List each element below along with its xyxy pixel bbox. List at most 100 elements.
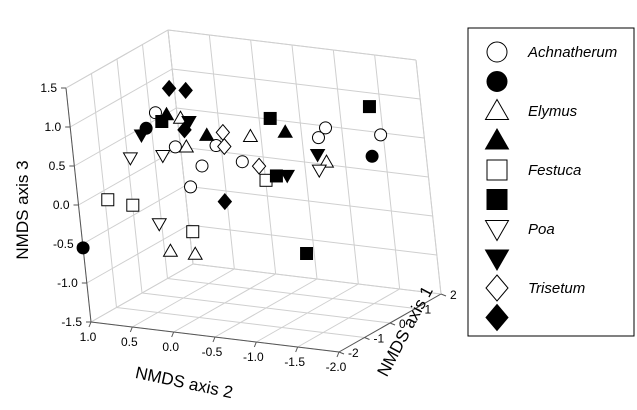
- data-point-diamond-filled: [161, 79, 177, 97]
- x-tick-label: 2: [450, 288, 457, 302]
- data-point-triangle-down-filled: [309, 149, 326, 163]
- z-tick-label: 0.5: [49, 159, 66, 173]
- x-tick-label: -2: [348, 346, 359, 360]
- gridline-y-back: [291, 44, 318, 280]
- data-point-triangle-down-filled: [133, 129, 150, 144]
- y-tick-label: -1.5: [284, 355, 305, 369]
- data-point-diamond-open: [251, 157, 267, 175]
- data-point-triangle-up-open: [318, 154, 335, 168]
- legend-marker-triangle-down-open: [484, 220, 510, 242]
- legend-marker-square-open: [486, 159, 508, 181]
- data-point-triangle-up-open: [187, 246, 203, 260]
- data-point-square-filled: [362, 100, 376, 114]
- data-point-triangle-up-open: [162, 243, 179, 257]
- z-tick-label: -1.5: [61, 315, 82, 329]
- data-point-circle-open: [235, 155, 249, 169]
- y-tick-mark: [295, 346, 299, 353]
- data-point-circle-open: [311, 131, 325, 145]
- data-point-square-filled: [300, 247, 314, 260]
- y-tick-label: 0.5: [121, 335, 138, 349]
- data-point-circle-open: [184, 180, 198, 194]
- z-tick-label: 1.0: [44, 120, 61, 134]
- legend-label: Achnatherum: [527, 44, 617, 61]
- data-point-square-filled: [269, 169, 283, 183]
- y-tick-mark: [212, 336, 216, 343]
- z-tick-label: -1.0: [57, 276, 78, 290]
- legend-label: Elymus: [528, 103, 578, 120]
- data-point-square-filled: [155, 115, 169, 128]
- y-tick-mark: [129, 326, 133, 333]
- y-tick-label: 0.0: [162, 340, 179, 354]
- legend: Achnatherum Elymus Festuca Poa Trisetum: [467, 27, 635, 337]
- gridline-x-side: [142, 44, 168, 279]
- frame-edge-top-side: [65, 29, 169, 89]
- data-point-square-open: [101, 193, 115, 207]
- z-tick-label: 1.5: [40, 81, 57, 95]
- gridline-x-floor: [116, 307, 365, 338]
- data-point-triangle-down-filled: [279, 169, 295, 184]
- legend-label: Trisetum: [528, 280, 585, 297]
- legend-marker-triangle-up-open: [484, 98, 510, 120]
- gridline-x-floor: [167, 278, 416, 309]
- data-point-triangle-down-open: [122, 152, 139, 166]
- legend-marker-triangle-down-filled: [484, 249, 510, 272]
- legend-marker-diamond-open: [485, 274, 509, 302]
- gridline-x-side: [116, 58, 143, 294]
- legend-label: Festuca: [528, 162, 581, 179]
- data-point-diamond-filled: [217, 193, 233, 211]
- x-tick-label: -1: [374, 332, 385, 346]
- data-point-circle-open: [374, 128, 388, 142]
- x-tick-label: 1: [425, 303, 432, 317]
- legend-marker-square-filled: [486, 189, 508, 210]
- gridline-x-floor: [192, 263, 442, 295]
- legend-marker-triangle-up-filled: [484, 127, 510, 150]
- y-axis-title: NMDS axis 2: [134, 363, 235, 402]
- y-tick-mark: [253, 341, 257, 348]
- x-tick-mark: [440, 293, 447, 297]
- data-point-triangle-up-open: [178, 138, 195, 153]
- x-tick-mark: [338, 351, 345, 355]
- data-point-triangle-down-open: [311, 164, 328, 179]
- y-tick-label: 1.0: [80, 330, 97, 344]
- z-tick-label: -0.5: [53, 237, 74, 251]
- gridline-x-side: [91, 73, 117, 308]
- x-tick-label: 0: [399, 317, 406, 331]
- x-tick-mark: [389, 322, 396, 326]
- data-point-circle-filled: [76, 241, 90, 255]
- y-tick-label: -2.0: [326, 360, 347, 374]
- z-tick-label: 0.0: [53, 198, 70, 212]
- y-tick-mark: [171, 331, 175, 338]
- data-point-square-filled: [263, 111, 277, 125]
- data-points: [76, 79, 388, 260]
- gridline-y-back: [332, 49, 359, 285]
- gridline-y-back: [250, 39, 277, 275]
- gridline-y-back: [374, 54, 401, 290]
- y-tick-mark: [336, 351, 340, 358]
- axis-tick-labels: 1.51.00.50.0-0.5-1.0-1.51.0 0.5 0.0 -0.5 -1.…: [40, 81, 457, 374]
- y-tick-mark: [88, 321, 92, 328]
- data-point-triangle-down-open: [151, 218, 168, 232]
- data-point-circle-open: [168, 140, 182, 154]
- legend-marker-circle-filled: [486, 71, 508, 92]
- x-tick-mark: [364, 337, 370, 340]
- y-tick-label: -1.0: [243, 350, 264, 364]
- data-point-diamond-filled: [177, 121, 192, 139]
- data-point-circle-open: [195, 159, 209, 173]
- data-point-circle-filled: [365, 149, 379, 163]
- legend-marker-circle-open: [486, 41, 508, 63]
- data-point-diamond-filled: [178, 81, 193, 99]
- data-point-triangle-up-filled: [198, 127, 215, 141]
- data-point-triangle-down-open: [155, 150, 171, 164]
- y-tick-label: -0.5: [202, 345, 223, 359]
- legend-marker-diamond-filled: [485, 303, 509, 332]
- data-point-square-open: [126, 198, 140, 212]
- frame-edge-back-right: [415, 59, 442, 295]
- data-point-diamond-open: [217, 137, 232, 156]
- data-point-diamond-open: [215, 123, 231, 141]
- frame-edge-top-back: [167, 29, 417, 61]
- z-axis-title: NMDS axis 3: [13, 160, 32, 259]
- legend-label: Poa: [528, 221, 555, 238]
- gridline-x-floor: [141, 292, 391, 324]
- data-point-triangle-up-open: [242, 128, 259, 142]
